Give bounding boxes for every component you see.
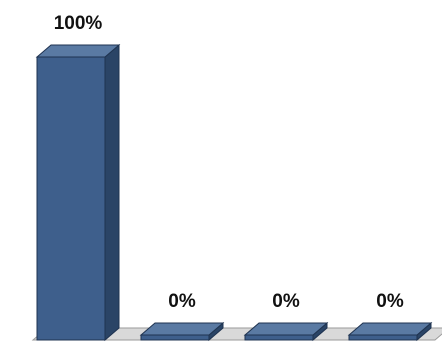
bar-top-3	[243, 322, 329, 336]
bar-1	[36, 56, 106, 341]
bar-4	[348, 334, 418, 341]
bar-side-1	[104, 43, 120, 342]
bar-3	[244, 334, 314, 341]
data-label-4: 0%	[376, 291, 404, 312]
data-label-2: 0%	[168, 291, 196, 312]
bar-series	[35, 43, 433, 342]
data-label-3: 0%	[272, 291, 300, 312]
bar-top-2	[139, 322, 225, 336]
data-label-group: 100% 0% 0% 0%	[54, 13, 404, 312]
bar-2	[140, 334, 210, 341]
data-label-1: 100%	[54, 13, 103, 34]
bar-top-4	[347, 322, 433, 336]
bar-top-1	[35, 44, 121, 58]
